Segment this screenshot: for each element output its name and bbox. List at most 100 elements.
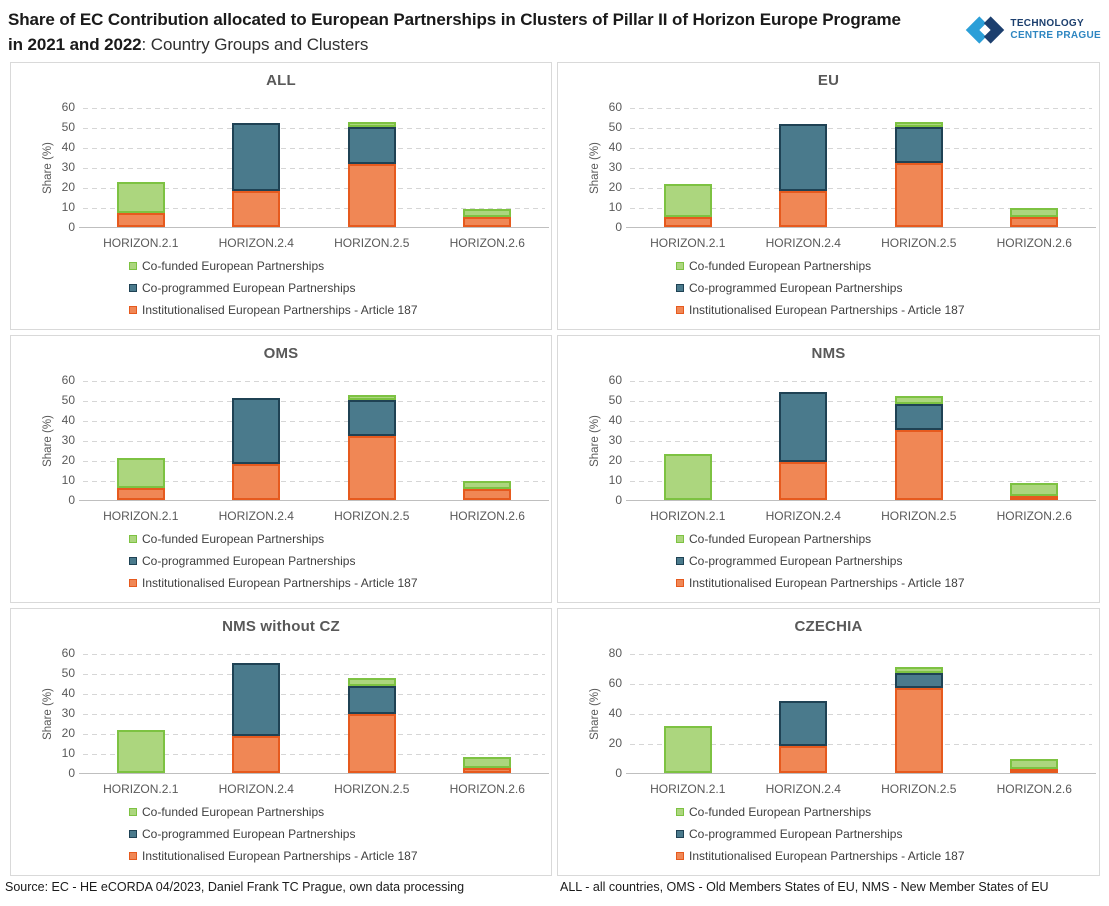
x-axis-line (79, 500, 549, 501)
gridline (83, 401, 545, 402)
gridline (630, 714, 1092, 715)
legend-item-coprogrammed: Co-programmed European Partnerships (676, 281, 965, 295)
legend-swatch-icon (676, 557, 684, 565)
legend-swatch-icon (129, 579, 137, 587)
x-axis-tick-label: HORIZON.2.1 (650, 782, 726, 796)
bar-segment-institutionalised (894, 687, 943, 773)
bar-segment-cofunded (116, 730, 165, 773)
x-axis-tick-label: HORIZON.2.1 (103, 782, 179, 796)
chart-title: OMS (263, 345, 299, 362)
gridline (630, 421, 1092, 422)
logo-text-line2: CENTRE PRAGUE (1010, 30, 1101, 41)
legend-swatch-icon (676, 808, 684, 816)
legend-swatch-icon (676, 579, 684, 587)
legend-label: Co-programmed European Partnerships (142, 281, 356, 295)
gridline (630, 168, 1092, 169)
chart-title: ALL (266, 72, 296, 89)
bar-segment-cofunded (347, 122, 396, 127)
x-axis-tick-label: HORIZON.2.5 (334, 236, 410, 250)
x-axis-line (79, 227, 549, 228)
y-axis-tick-label: 0 (68, 220, 75, 234)
y-axis-tick-label: 0 (615, 220, 622, 234)
y-axis-tick-label: 50 (61, 666, 75, 680)
legend: Co-funded European Partnerships Co-progra… (676, 805, 965, 871)
x-axis-tick-label: HORIZON.2.6 (996, 509, 1072, 523)
legend-label: Institutionalised European Partnerships … (689, 849, 965, 863)
bar-segment-coprogrammed (894, 127, 943, 163)
legend-label: Co-funded European Partnerships (689, 805, 872, 819)
y-axis-tick-label: 60 (608, 676, 622, 690)
y-axis-tick-label: 40 (608, 140, 622, 154)
y-axis-tick-label: 0 (615, 493, 622, 507)
legend-item-coprogrammed: Co-programmed European Partnerships (676, 827, 965, 841)
y-axis-tick-label: 10 (61, 200, 75, 214)
bar-segment-institutionalised (663, 217, 712, 227)
legend-label: Co-funded European Partnerships (689, 532, 872, 546)
y-axis-tick-label: 30 (61, 433, 75, 447)
legend-item-institutionalised: Institutionalised European Partnerships … (676, 849, 965, 863)
legend-label: Co-programmed European Partnerships (142, 827, 356, 841)
legend-swatch-icon (676, 852, 684, 860)
legend-label: Co-funded European Partnerships (142, 532, 325, 546)
legend: Co-funded European Partnerships Co-progra… (676, 532, 965, 598)
x-axis-labels: HORIZON.2.1 HORIZON.2.4 HORIZON.2.5 HORIZON… (83, 236, 545, 250)
y-axis-tick-label: 20 (608, 736, 622, 750)
logo-text-line1: TECHNOLOGY (1010, 17, 1084, 29)
legend-item-institutionalised: Institutionalised European Partnerships … (129, 303, 418, 317)
gridline (630, 381, 1092, 382)
page-title: Share of EC Contribution allocated to Eu… (8, 8, 958, 57)
y-axis-tick-label: 30 (61, 160, 75, 174)
legend: Co-funded European Partnerships Co-progra… (129, 805, 418, 871)
legend-item-institutionalised: Institutionalised European Partnerships … (129, 576, 418, 590)
legend-label: Co-programmed European Partnerships (689, 281, 903, 295)
chart-panel-czechia: CZECHIA Share (%) 0 20 40 60 80 HORIZON.2.1 HORI… (557, 608, 1100, 876)
bar-segment-institutionalised (1010, 496, 1059, 500)
bar-segment-coprogrammed (894, 404, 943, 430)
chart-title: CZECHIA (794, 618, 863, 635)
x-axis-tick-label: HORIZON.2.5 (334, 509, 410, 523)
chart-title: NMS without CZ (222, 618, 340, 635)
bar-segment-coprogrammed (779, 701, 828, 746)
bar-segment-institutionalised (1010, 769, 1059, 773)
legend-label: Institutionalised European Partnerships … (142, 576, 418, 590)
y-axis-tick-label: 20 (608, 453, 622, 467)
legend-item-coprogrammed: Co-programmed European Partnerships (129, 554, 418, 568)
legend-label: Institutionalised European Partnerships … (142, 303, 418, 317)
gridline (83, 754, 545, 755)
legend-label: Institutionalised European Partnerships … (689, 303, 965, 317)
gridline (83, 148, 545, 149)
gridline (83, 441, 545, 442)
legend-item-institutionalised: Institutionalised European Partnerships … (129, 849, 418, 863)
gridline (630, 108, 1092, 109)
y-axis-tick-label: 20 (608, 180, 622, 194)
bar-segment-cofunded (116, 182, 165, 213)
y-axis-tick-label: 60 (608, 100, 622, 114)
legend-label: Institutionalised European Partnerships … (689, 576, 965, 590)
bar-segment-institutionalised (894, 163, 943, 227)
header: Share of EC Contribution allocated to Eu… (0, 0, 1109, 54)
gridline (83, 208, 545, 209)
legend-item-coprogrammed: Co-programmed European Partnerships (129, 827, 418, 841)
bar-segment-cofunded (347, 678, 396, 686)
bar-segment-coprogrammed (894, 672, 943, 688)
bar-segment-cofunded (1010, 208, 1059, 217)
bar-segment-institutionalised (779, 462, 828, 500)
legend-swatch-icon (676, 535, 684, 543)
legend-item-cofunded: Co-funded European Partnerships (129, 532, 418, 546)
gridline (83, 481, 545, 482)
y-axis-tick-label: 30 (608, 160, 622, 174)
x-axis-tick-label: HORIZON.2.6 (996, 782, 1072, 796)
plot-area (626, 381, 1096, 501)
gridline (83, 734, 545, 735)
legend-item-institutionalised: Institutionalised European Partnerships … (676, 576, 965, 590)
gridline (83, 714, 545, 715)
x-axis-tick-label: HORIZON.2.6 (449, 509, 525, 523)
gridline (83, 461, 545, 462)
y-axis-tick-label: 20 (61, 453, 75, 467)
x-axis-line (79, 773, 549, 774)
gridline (630, 684, 1092, 685)
gridline (630, 128, 1092, 129)
gridline (630, 148, 1092, 149)
page-title-line1: Share of EC Contribution allocated to Eu… (8, 10, 901, 29)
